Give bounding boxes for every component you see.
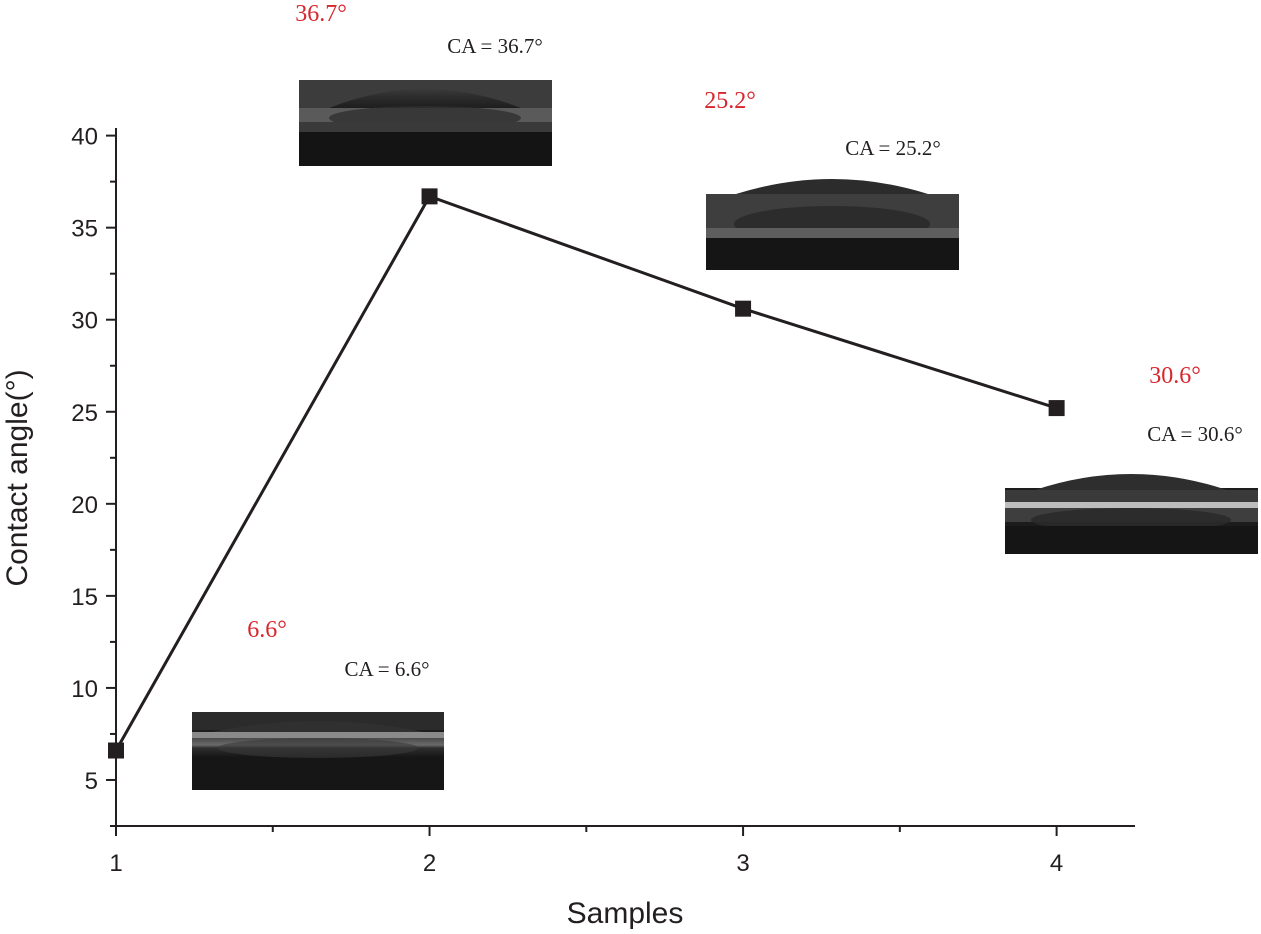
x-tick-label: 1 — [109, 850, 122, 877]
red-value-label-4: 30.6° — [1149, 363, 1201, 389]
y-tick-label: 5 — [85, 768, 98, 795]
y-tick-label: 35 — [71, 216, 98, 243]
x-axis-title: Samples — [567, 897, 684, 930]
y-tick-label: 25 — [71, 400, 98, 427]
ca-label-1: CA = 6.6° — [344, 657, 429, 681]
data-point-4 — [1048, 400, 1065, 417]
y-tick-label: 40 — [71, 124, 98, 151]
y-tick-label: 15 — [71, 584, 98, 611]
data-point-2 — [421, 188, 438, 205]
x-tick-label: 3 — [736, 850, 749, 877]
droplet-photo-sample-3 — [706, 178, 959, 270]
x-tick-label: 2 — [423, 850, 436, 877]
droplet-photo-sample-1 — [192, 712, 444, 790]
y-axis-title: Contact angle(°) — [1, 369, 34, 586]
droplet-photo-sample-4 — [1005, 466, 1258, 554]
annotations: 6.6° CA = 6.6° 36.7° CA = 36.7° 25.2° CA = 25… — [247, 1, 1243, 681]
data-point-1 — [108, 742, 124, 759]
y-tick-label: 30 — [71, 308, 98, 335]
droplet-photos — [192, 80, 1258, 790]
data-point-3 — [735, 300, 752, 317]
red-value-label-3: 25.2° — [704, 88, 756, 114]
ca-label-3: CA = 25.2° — [845, 136, 941, 160]
data-series — [108, 188, 1065, 759]
ca-label-4: CA = 30.6° — [1147, 422, 1243, 446]
red-value-label-2: 36.7° — [295, 1, 347, 27]
y-tick-label: 20 — [71, 492, 98, 519]
droplet-photo-sample-2 — [299, 80, 552, 166]
axes: 5 10 15 20 25 30 35 40 1 2 3 4 — [71, 124, 1135, 877]
y-tick-label: 10 — [71, 676, 98, 703]
x-tick-label: 4 — [1050, 850, 1063, 877]
series-line — [114, 194, 1058, 752]
ca-label-2: CA = 36.7° — [447, 34, 543, 58]
red-value-label-1: 6.6° — [247, 617, 287, 643]
